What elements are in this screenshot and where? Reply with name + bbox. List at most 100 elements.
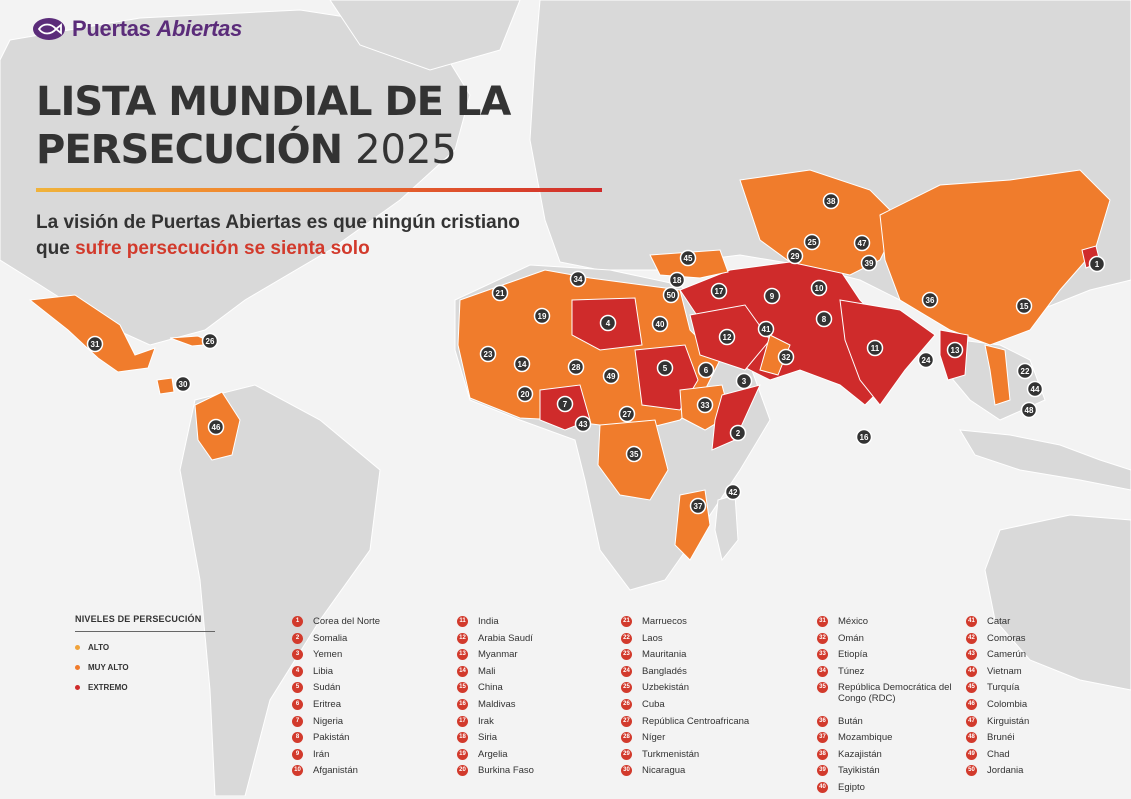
country-name: Mauritania	[642, 649, 687, 661]
country-name: Cuba	[642, 698, 665, 710]
ranking-item: 8 Pakistán	[292, 732, 380, 749]
country-name: Kirguistán	[987, 715, 1030, 727]
marker-label-47: 47	[858, 239, 867, 248]
ranking-item: 39 Tayikistán	[817, 765, 958, 782]
rank-badge: 10	[292, 765, 303, 777]
legend-dot-icon	[75, 665, 80, 670]
rank-badge: 36	[817, 715, 828, 727]
country-name: Siria	[478, 732, 498, 744]
rank-badge: 15	[457, 682, 468, 694]
country-name: Túnez	[838, 665, 865, 677]
rank-badge: 40	[817, 781, 828, 793]
ranking-item: 5 Sudán	[292, 682, 380, 699]
ranking-item: 21 Marruecos	[621, 616, 749, 633]
marker-50	[662, 286, 680, 304]
country-name: República Centroafricana	[642, 715, 750, 727]
rank-badge: 31	[817, 616, 828, 627]
marker-label-27: 27	[623, 410, 632, 419]
country-name: Eritrea	[313, 698, 341, 710]
country-name: Kazajistán	[838, 748, 882, 760]
marker-39	[860, 254, 878, 272]
marker-2	[729, 424, 747, 442]
ranking-item: 4 Libia	[292, 665, 380, 683]
rank-badge: 38	[817, 748, 828, 760]
rank-badge: 44	[966, 665, 977, 677]
marker-label-14: 14	[518, 360, 527, 369]
subtitle-highlight: sufre persecución se sienta solo	[75, 238, 370, 259]
legend-dot-icon	[75, 685, 80, 690]
marker-label-49: 49	[607, 372, 616, 381]
marker-label-12: 12	[723, 333, 732, 342]
rank-badge: 16	[457, 698, 468, 710]
marker-label-21: 21	[496, 289, 505, 298]
country-name: Omán	[838, 632, 864, 644]
marker-47	[853, 234, 871, 252]
country-44-vietnam	[984, 344, 1011, 406]
marker-36	[921, 291, 939, 309]
ranking-item: 10 Afganistán	[292, 765, 380, 782]
rank-badge: 13	[457, 649, 468, 661]
country-name: Comoras	[987, 632, 1026, 644]
marker-12	[718, 328, 736, 346]
marker-label-43: 43	[579, 420, 588, 429]
marker-label-42: 42	[729, 488, 738, 497]
rank-badge: 8	[292, 732, 303, 744]
rank-badge: 23	[621, 649, 632, 661]
marker-label-31: 31	[91, 340, 100, 349]
ranking-item: 3 Yemen	[292, 649, 380, 666]
rank-badge: 35	[817, 682, 828, 694]
marker-label-11: 11	[871, 344, 880, 353]
legend-item-extremo: EXTREMO	[75, 683, 215, 692]
rank-badge: 50	[966, 765, 977, 777]
marker-7	[556, 395, 574, 413]
country-name: Pakistán	[313, 732, 350, 744]
rank-badge: 5	[292, 682, 303, 694]
marker-label-23: 23	[484, 350, 493, 359]
land-australia	[984, 514, 1131, 691]
marker-label-30: 30	[179, 380, 188, 389]
country-31-mexico	[28, 294, 156, 373]
ranking-item: 46 Colombia	[966, 698, 1029, 716]
marker-25	[803, 233, 821, 251]
rank-badge: 32	[817, 632, 828, 644]
country-name: Catar	[987, 616, 1011, 627]
rank-badge: 48	[966, 732, 977, 744]
country-name: Chad	[987, 748, 1010, 760]
country-name: Turquía	[987, 682, 1020, 694]
marker-label-39: 39	[865, 259, 874, 268]
country-30-nicaragua	[156, 377, 175, 395]
brand-name: Puertas Abiertas	[72, 16, 243, 41]
country-name: Myanmar	[478, 649, 518, 661]
ranking-item: 44 Vietnam	[966, 665, 1029, 683]
rank-badge: 9	[292, 748, 303, 760]
rank-badge: 27	[621, 715, 632, 727]
marker-19	[533, 307, 551, 325]
rank-badge: 18	[457, 732, 468, 744]
legend-item-alto: ALTO	[75, 643, 215, 652]
marker-26	[201, 332, 219, 350]
marker-48	[1020, 401, 1038, 419]
country-name: Uzbekistán	[642, 682, 689, 694]
marker-label-33: 33	[701, 401, 710, 410]
rank-badge: 28	[621, 732, 632, 744]
ranking-item: 19 Argelia	[457, 748, 534, 766]
marker-label-38: 38	[827, 197, 836, 206]
country-name: Egipto	[838, 781, 865, 793]
country-name: Corea del Norte	[313, 616, 381, 627]
marker-label-48: 48	[1025, 406, 1034, 415]
country-name: India	[478, 616, 499, 627]
ranking-item: 30 Nicaragua	[621, 765, 749, 782]
ranking-item: 9 Irán	[292, 748, 380, 766]
marker-38	[822, 192, 840, 210]
marker-46	[207, 418, 225, 436]
ranking-item: 7 Nigeria	[292, 715, 380, 733]
marker-label-8: 8	[822, 315, 827, 324]
legend-title: NIVELES DE PERSECUCIÓN	[75, 614, 215, 632]
marker-15	[1015, 297, 1033, 315]
rank-badge: 37	[817, 732, 828, 744]
marker-label-1: 1	[1095, 260, 1100, 269]
marker-37	[689, 497, 707, 515]
country-name: República Democrática del Congo (RDC)	[838, 682, 952, 705]
ranking-item: 33 Etiopía	[817, 649, 958, 666]
